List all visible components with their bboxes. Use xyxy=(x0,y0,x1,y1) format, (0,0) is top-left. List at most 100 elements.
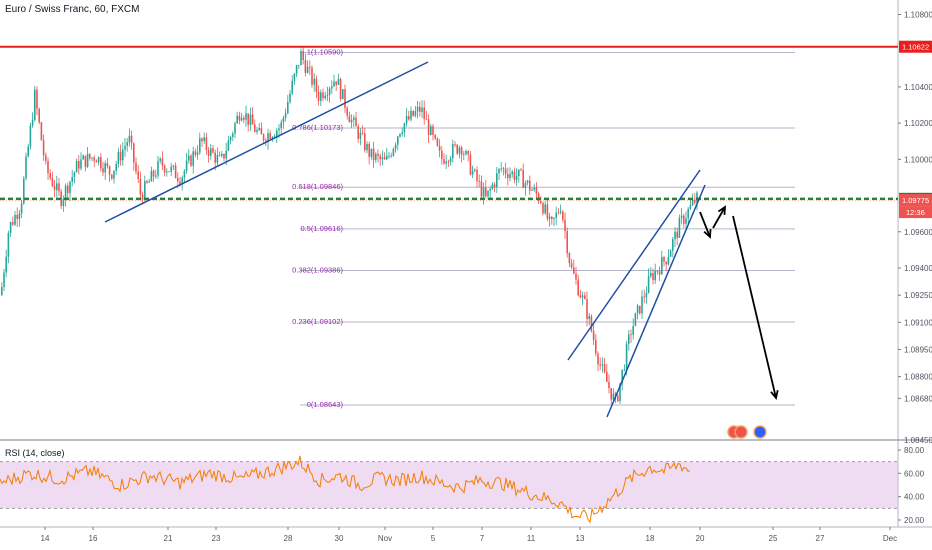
candle-body xyxy=(476,169,478,181)
candle-body xyxy=(658,271,661,275)
candle-body xyxy=(278,128,280,131)
rsi-title: RSI (14, close) xyxy=(5,448,65,458)
candle-body xyxy=(326,94,329,96)
candle-body xyxy=(467,151,469,155)
candle-body xyxy=(135,162,137,172)
candle-body xyxy=(520,169,522,171)
rsi-line xyxy=(0,455,691,524)
candle-body xyxy=(533,187,535,190)
candle-body xyxy=(137,171,139,179)
rsi-tick-label: 60.00 xyxy=(904,469,925,478)
candle-body xyxy=(584,295,586,299)
candle-body xyxy=(599,364,601,366)
fibonacci-retracement[interactable]: 1(1.10590) 0.786(1.10173) 0.618(1.09846) 0.… xyxy=(292,48,795,410)
candle-body xyxy=(267,133,269,143)
price-badge xyxy=(899,40,932,53)
candle-body xyxy=(460,147,463,155)
candle-body xyxy=(260,127,263,135)
candle-body xyxy=(625,343,628,370)
candle-body xyxy=(133,143,135,163)
candle-body xyxy=(166,171,168,173)
candle-body xyxy=(597,353,599,365)
candle-body xyxy=(122,149,124,161)
candle-body xyxy=(304,59,307,73)
candle-body xyxy=(91,157,93,159)
candle-body xyxy=(515,176,518,180)
candle-body xyxy=(381,157,384,160)
candle-body xyxy=(425,118,428,120)
price-tick-label: 1.09100 xyxy=(904,318,932,327)
candle-body xyxy=(357,126,359,139)
chart-title: Euro / Swiss Franc, 60, FXCM xyxy=(5,4,140,15)
candle-body xyxy=(295,65,298,74)
candle-body xyxy=(320,92,322,101)
candle-body xyxy=(31,119,34,126)
candle-body xyxy=(394,144,397,149)
trend-drawings[interactable] xyxy=(0,45,898,439)
time-tick-label: 21 xyxy=(164,534,173,543)
channel-upper-line xyxy=(567,169,701,361)
candle-body xyxy=(544,204,546,214)
candle-body xyxy=(273,136,276,138)
countdown-label: 12:36 xyxy=(906,208,925,217)
countdown-badge xyxy=(899,206,932,219)
candle-body xyxy=(157,160,159,176)
candle-body xyxy=(621,369,623,384)
candle-body xyxy=(42,140,45,156)
time-tick-label: 18 xyxy=(646,534,655,543)
candle-body xyxy=(7,232,10,257)
candle-body xyxy=(104,163,106,173)
candle-body xyxy=(348,115,351,123)
candle-body xyxy=(339,79,342,100)
candle-body xyxy=(144,181,146,200)
candle-body xyxy=(128,135,131,143)
candle-body xyxy=(115,163,117,171)
candle-body xyxy=(29,125,32,147)
candle-body xyxy=(51,178,54,187)
candle-body xyxy=(155,175,157,177)
arrow-projection-down-head xyxy=(770,389,779,401)
time-tick-label: 20 xyxy=(696,534,705,543)
candle-body xyxy=(452,144,454,159)
candle-body xyxy=(16,215,18,220)
candle-body xyxy=(298,65,300,66)
candle-body xyxy=(647,276,650,293)
candle-body xyxy=(302,51,304,60)
candle-body xyxy=(436,138,439,146)
candle-body xyxy=(256,129,258,133)
candle-body xyxy=(124,145,126,150)
candle-body xyxy=(168,171,170,173)
candle-body xyxy=(564,219,566,232)
candle-body xyxy=(331,86,333,89)
candle-body xyxy=(619,383,621,402)
price-axis: 1.10800 1.10622 1.10400 1.10200 1.10000 1.097… xyxy=(898,10,932,445)
candle-body xyxy=(458,147,461,154)
candle-body xyxy=(601,364,604,366)
candle-body xyxy=(427,119,430,136)
candle-body xyxy=(628,334,630,344)
candle-body xyxy=(375,153,377,161)
candle-body xyxy=(240,117,243,121)
time-axis: 14 16 21 23 28 30 Nov 5 7 11 13 18 20 25 27 Dec xyxy=(41,527,897,543)
candle-body xyxy=(313,78,315,85)
candle-body xyxy=(192,151,194,166)
time-tick-label: 7 xyxy=(480,534,485,543)
candle-body xyxy=(401,132,403,134)
candle-body xyxy=(20,203,23,214)
candle-body xyxy=(617,395,619,402)
candle-body xyxy=(117,151,120,164)
candle-body xyxy=(276,130,278,137)
candle-body xyxy=(443,159,445,164)
candle-body xyxy=(623,369,626,371)
candle-body xyxy=(56,183,58,191)
candle-body xyxy=(40,122,43,141)
candle-body xyxy=(207,149,210,156)
rsi-tick-label: 80.00 xyxy=(904,446,925,455)
candle-body xyxy=(201,138,203,142)
candle-body xyxy=(95,160,98,163)
candle-body xyxy=(496,173,498,187)
candle-body xyxy=(634,313,637,327)
candle-body xyxy=(645,292,648,298)
candle-body xyxy=(557,212,560,214)
